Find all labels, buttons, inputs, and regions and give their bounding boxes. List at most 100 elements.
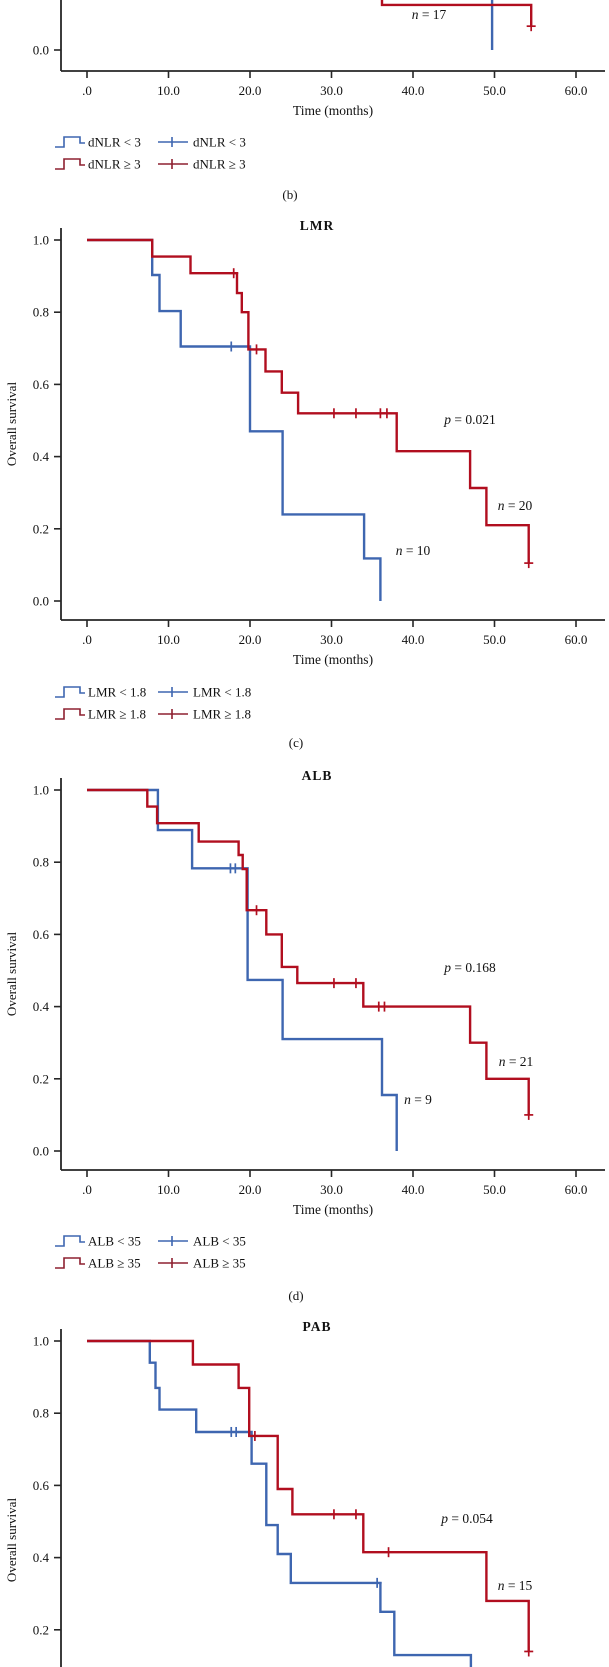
legend-label: dNLR < 3 <box>88 135 141 150</box>
panel-alb: ALB 1.0 0.8 0.6 0.4 0.2 0.0 .0 10.0 20.0 30.0 40.0 5… <box>4 768 605 1303</box>
x-tick-label: 40.0 <box>402 83 425 98</box>
y-axis-title: Overall survival <box>4 932 19 1017</box>
km-curve-blue <box>87 788 398 1151</box>
censor-marks-red <box>252 905 534 1120</box>
x-axis-title: Time (months) <box>293 1202 373 1217</box>
panel-title: PAB <box>303 1319 332 1334</box>
legend-step-icon-red <box>55 158 85 170</box>
n-count-label: n = 15 <box>498 1578 533 1593</box>
x-tick-label: .0 <box>82 1182 92 1197</box>
censor-marks-blue <box>225 863 240 874</box>
legend-label: ALB ≥ 35 <box>88 1256 141 1271</box>
legend-step-icon-blue <box>55 1235 85 1247</box>
y-axis-title: Overall survival <box>4 1498 19 1583</box>
x-tick-label: 60.0 <box>565 632 588 647</box>
x-tick-label: 60.0 <box>565 83 588 98</box>
legend-step-icon-red <box>55 708 85 720</box>
n-count-label: n = 17 <box>412 7 447 22</box>
x-tick-label: 30.0 <box>320 632 343 647</box>
x-tick-label: 20.0 <box>239 83 262 98</box>
x-tick-label: 30.0 <box>320 1182 343 1197</box>
censor-marks-red <box>250 1430 534 1657</box>
censor-marks-red <box>229 268 534 569</box>
panel-title: LMR <box>300 218 335 233</box>
censor-marks-blue <box>226 1426 382 1588</box>
y-tick-label: 0.4 <box>33 999 50 1014</box>
km-curve-red <box>87 1339 530 1652</box>
legend-label: ALB < 35 <box>193 1234 246 1249</box>
panel-lmr: LMR 1.0 0.8 0.6 0.4 0.2 0.0 .0 10.0 20.0 30.0 40.0 5… <box>4 218 605 750</box>
p-value-label: p = 0.168 <box>443 960 496 975</box>
censor-marks-red <box>526 21 536 32</box>
legend-step-icon-red <box>55 1257 85 1269</box>
km-curve-red <box>87 788 530 1115</box>
y-tick-label: 1.0 <box>33 783 49 798</box>
y-tick-label: 0.8 <box>33 855 49 870</box>
p-value-label: p = 0.021 <box>443 412 496 427</box>
x-tick-label: 10.0 <box>157 83 180 98</box>
y-tick-label: 1.0 <box>33 1334 49 1349</box>
x-tick-label: 10.0 <box>157 632 180 647</box>
km-curve-red <box>380 0 533 27</box>
legend-label: ALB < 35 <box>88 1234 141 1249</box>
y-tick-label: 1.0 <box>33 233 49 248</box>
curves-pab <box>87 1339 534 1667</box>
y-tick-label: 0.6 <box>33 377 50 392</box>
x-tick-label: 60.0 <box>565 1182 588 1197</box>
x-tick-label: 50.0 <box>483 1182 506 1197</box>
x-tick-label: 20.0 <box>239 632 262 647</box>
panel-caption: (b) <box>282 187 297 202</box>
legend-label: ALB ≥ 35 <box>193 1256 246 1271</box>
panel-pab: PAB 1.0 0.8 0.6 0.4 0.2 Overall survival p = 0.… <box>4 1319 534 1667</box>
n-count-label: n = 20 <box>498 498 533 513</box>
panel-title: ALB <box>302 768 333 783</box>
curves-alb <box>87 788 534 1151</box>
x-tick-label: 20.0 <box>239 1182 262 1197</box>
legend-alb: ALB < 35 ALB < 35 ALB ≥ 35 ALB ≥ 35 <box>55 1234 246 1271</box>
y-tick-label: 0.2 <box>33 1071 49 1086</box>
curves-lmr <box>87 238 534 601</box>
x-tick-label: 50.0 <box>483 83 506 98</box>
n-count-label: n = 21 <box>499 1054 534 1069</box>
panel-caption: (c) <box>289 735 303 750</box>
x-tick-label: 10.0 <box>157 1182 180 1197</box>
legend-label: LMR < 1.8 <box>193 685 251 700</box>
y-axis-title: Overall survival <box>4 382 19 467</box>
legend-label: dNLR < 3 <box>193 135 246 150</box>
p-value-label: p = 0.054 <box>440 1511 493 1526</box>
legend-dnlr: dNLR < 3 dNLR < 3 dNLR ≥ 3 dNLR ≥ 3 <box>55 135 246 172</box>
legend-step-icon-blue <box>55 686 85 698</box>
y-tick-label: 0.2 <box>33 521 49 536</box>
legend-lmr: LMR < 1.8 LMR < 1.8 LMR ≥ 1.8 LMR ≥ 1.8 <box>55 685 251 722</box>
y-tick-label: 0.0 <box>33 594 49 609</box>
km-curve-blue <box>87 1339 473 1667</box>
legend-label: LMR ≥ 1.8 <box>193 707 251 722</box>
legend-step-icon-blue <box>55 136 85 148</box>
y-tick-label: 0.0 <box>33 1144 49 1159</box>
x-tick-label: 50.0 <box>483 632 506 647</box>
legend-label: LMR ≥ 1.8 <box>88 707 146 722</box>
x-tick-label: .0 <box>82 632 92 647</box>
km-curve-red <box>87 238 530 564</box>
y-tick-label: 0.6 <box>33 927 50 942</box>
x-tick-label: 40.0 <box>402 1182 425 1197</box>
x-axis-title: Time (months) <box>293 103 373 118</box>
n-count-label: n = 9 <box>404 1092 432 1107</box>
legend-label: LMR < 1.8 <box>88 685 146 700</box>
panel-caption: (d) <box>288 1288 303 1303</box>
km-curve-blue <box>87 238 382 601</box>
x-axis-title: Time (months) <box>293 652 373 667</box>
n-count-label: n = 10 <box>396 543 431 558</box>
y-tick-label: 0.8 <box>33 1406 49 1421</box>
y-tick-label: 0.4 <box>33 1550 50 1565</box>
x-tick-label: 30.0 <box>320 83 343 98</box>
legend-label: dNLR ≥ 3 <box>193 157 246 172</box>
y-tick-label: 0.6 <box>33 1478 50 1493</box>
panel-dnlr: 0.0 .0 10.0 20.0 30.0 40.0 50.0 60.0 Time (month… <box>33 0 605 202</box>
y-tick-label: 0.2 <box>33 1622 49 1637</box>
legend-label: dNLR ≥ 3 <box>88 157 141 172</box>
y-tick-label: 0.8 <box>33 305 49 320</box>
